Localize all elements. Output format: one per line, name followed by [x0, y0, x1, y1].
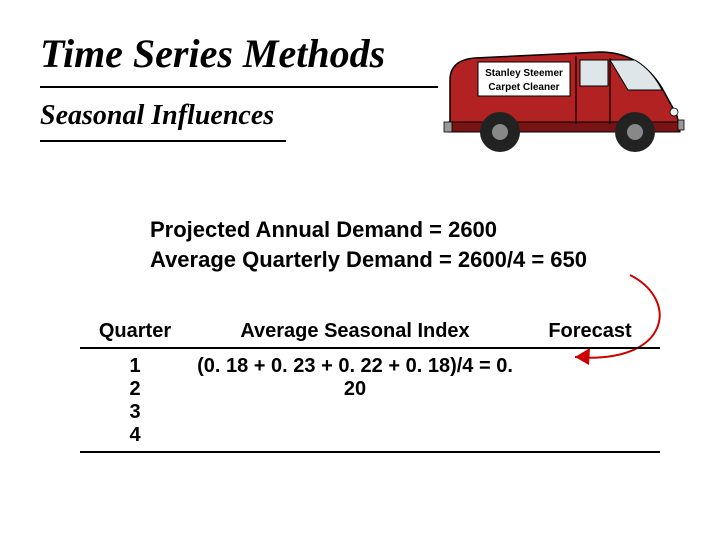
title-underline: [40, 86, 438, 88]
index-cell-1: (0. 18 + 0. 23 + 0. 22 + 0. 18)/4 = 0. 2…: [190, 355, 520, 401]
van-svg: Stanley Steemer Carpet Cleaner: [430, 30, 690, 160]
subtitle-underline: [40, 140, 286, 142]
quarter-column: 1234: [80, 355, 190, 447]
col-header-forecast: Forecast: [520, 320, 660, 343]
quarter-cell: 1: [80, 355, 190, 378]
svg-text:Carpet Cleaner: Carpet Cleaner: [488, 82, 559, 93]
index-column: (0. 18 + 0. 23 + 0. 22 + 0. 18)/4 = 0. 2…: [190, 355, 520, 447]
col-header-quarter: Quarter: [80, 320, 190, 343]
quarter-cell: 4: [80, 424, 190, 447]
seasonal-table: Quarter Average Seasonal Index Forecast …: [80, 320, 660, 459]
quarter-cell: 3: [80, 401, 190, 424]
title: Time Series Methods: [40, 30, 385, 77]
subtitle: Seasonal Influences: [40, 100, 274, 132]
quarter-cell: 2: [80, 378, 190, 401]
table-body: 1234 (0. 18 + 0. 23 + 0. 22 + 0. 18)/4 =…: [80, 355, 660, 447]
van-illustration: Stanley Steemer Carpet Cleaner: [430, 30, 690, 160]
table-rule-bottom: [80, 451, 660, 453]
body-line-2: Average Quarterly Demand = 2600/4 = 650: [150, 245, 587, 275]
svg-text:Stanley Steemer: Stanley Steemer: [485, 68, 563, 79]
col-header-index: Average Seasonal Index: [190, 320, 520, 343]
body-line-1: Projected Annual Demand = 2600: [150, 215, 587, 245]
table-rule-top: [80, 347, 660, 349]
body-text: Projected Annual Demand = 2600 Average Q…: [150, 215, 587, 274]
table-header-row: Quarter Average Seasonal Index Forecast: [80, 320, 660, 343]
slide: Time Series Methods Seasonal Influences …: [0, 0, 720, 540]
